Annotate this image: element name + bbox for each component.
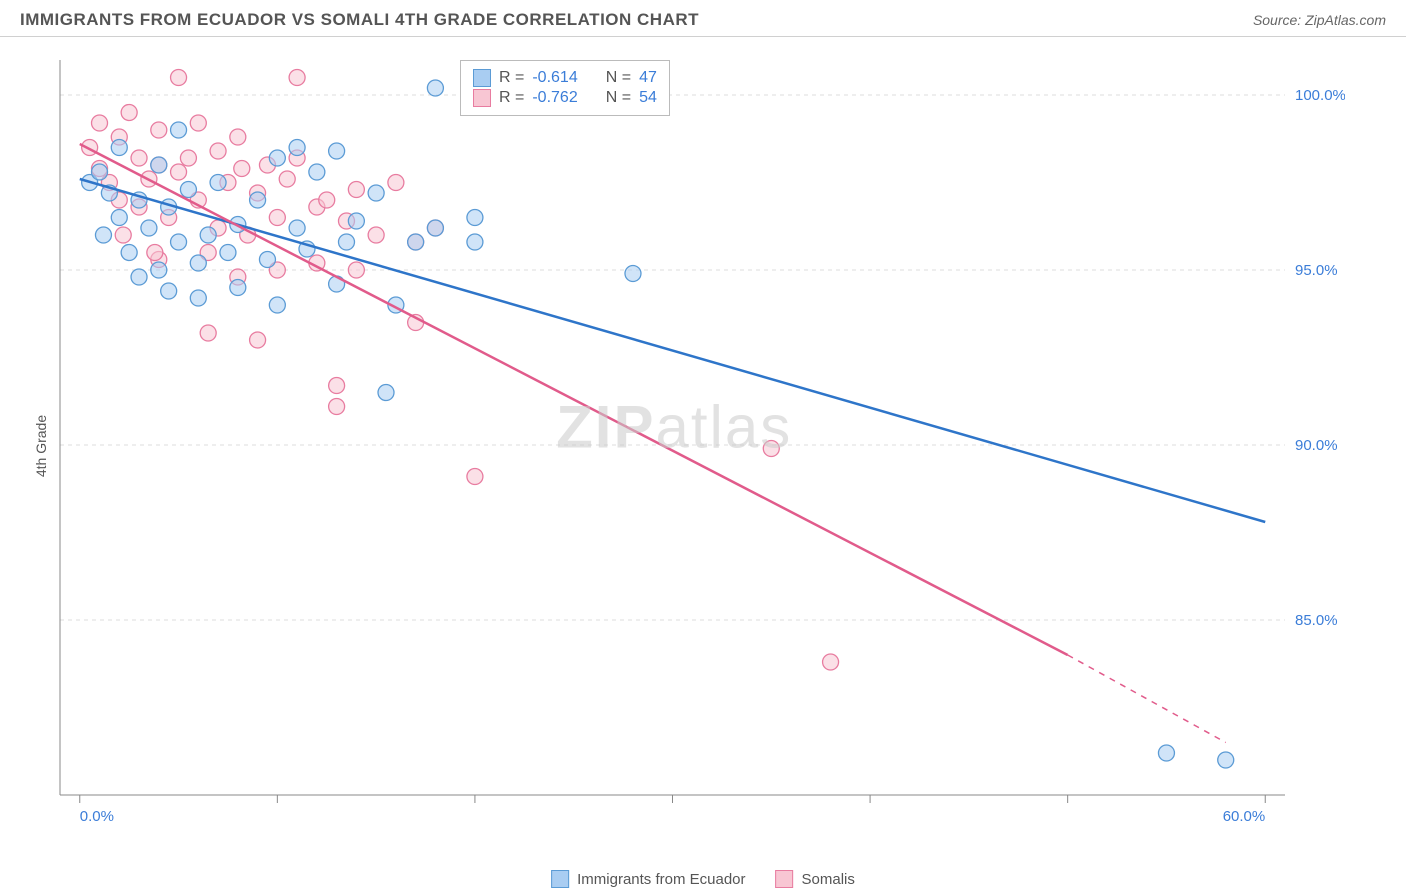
legend-item-ecuador: Immigrants from Ecuador xyxy=(551,870,745,888)
svg-text:85.0%: 85.0% xyxy=(1295,612,1338,629)
svg-text:0.0%: 0.0% xyxy=(80,808,114,825)
legend-label-ecuador: Immigrants from Ecuador xyxy=(577,871,745,888)
chart-title: IMMIGRANTS FROM ECUADOR VS SOMALI 4TH GR… xyxy=(20,10,699,30)
svg-text:60.0%: 60.0% xyxy=(1223,808,1266,825)
chart-plot-area: 100.0%95.0%90.0%85.0%0.0%60.0% ZIPatlas … xyxy=(55,55,1345,830)
svg-text:95.0%: 95.0% xyxy=(1295,262,1338,279)
n-value-somali: 54 xyxy=(639,89,657,107)
r-label: R = xyxy=(499,89,524,107)
legend-swatch-ecuador xyxy=(551,870,569,888)
y-axis-label: 4th Grade xyxy=(33,415,49,477)
r-label: R = xyxy=(499,69,524,87)
legend-item-somali: Somalis xyxy=(776,870,855,888)
stats-swatch-ecuador xyxy=(473,69,491,87)
correlation-stats-box: R = -0.614 N = 47 R = -0.762 N = 54 xyxy=(460,60,670,116)
svg-text:100.0%: 100.0% xyxy=(1295,87,1345,104)
stats-row-ecuador: R = -0.614 N = 47 xyxy=(473,69,657,87)
n-value-ecuador: 47 xyxy=(639,69,657,87)
stats-row-somali: R = -0.762 N = 54 xyxy=(473,89,657,107)
source-prefix: Source: xyxy=(1253,12,1305,28)
source-name: ZipAtlas.com xyxy=(1305,12,1386,28)
chart-header: IMMIGRANTS FROM ECUADOR VS SOMALI 4TH GR… xyxy=(0,0,1406,37)
svg-text:90.0%: 90.0% xyxy=(1295,437,1338,454)
source-attribution: Source: ZipAtlas.com xyxy=(1253,12,1386,28)
stats-swatch-somali xyxy=(473,89,491,107)
n-label: N = xyxy=(606,89,631,107)
n-label: N = xyxy=(606,69,631,87)
legend-swatch-somali xyxy=(776,870,794,888)
legend: Immigrants from Ecuador Somalis xyxy=(551,870,855,888)
legend-label-somali: Somalis xyxy=(802,871,855,888)
r-value-ecuador: -0.614 xyxy=(532,69,577,87)
r-value-somali: -0.762 xyxy=(532,89,577,107)
scatter-plot-svg: 100.0% 95.0% 90.0% 85.0% 0.0% 60.0% xyxy=(55,55,1345,830)
